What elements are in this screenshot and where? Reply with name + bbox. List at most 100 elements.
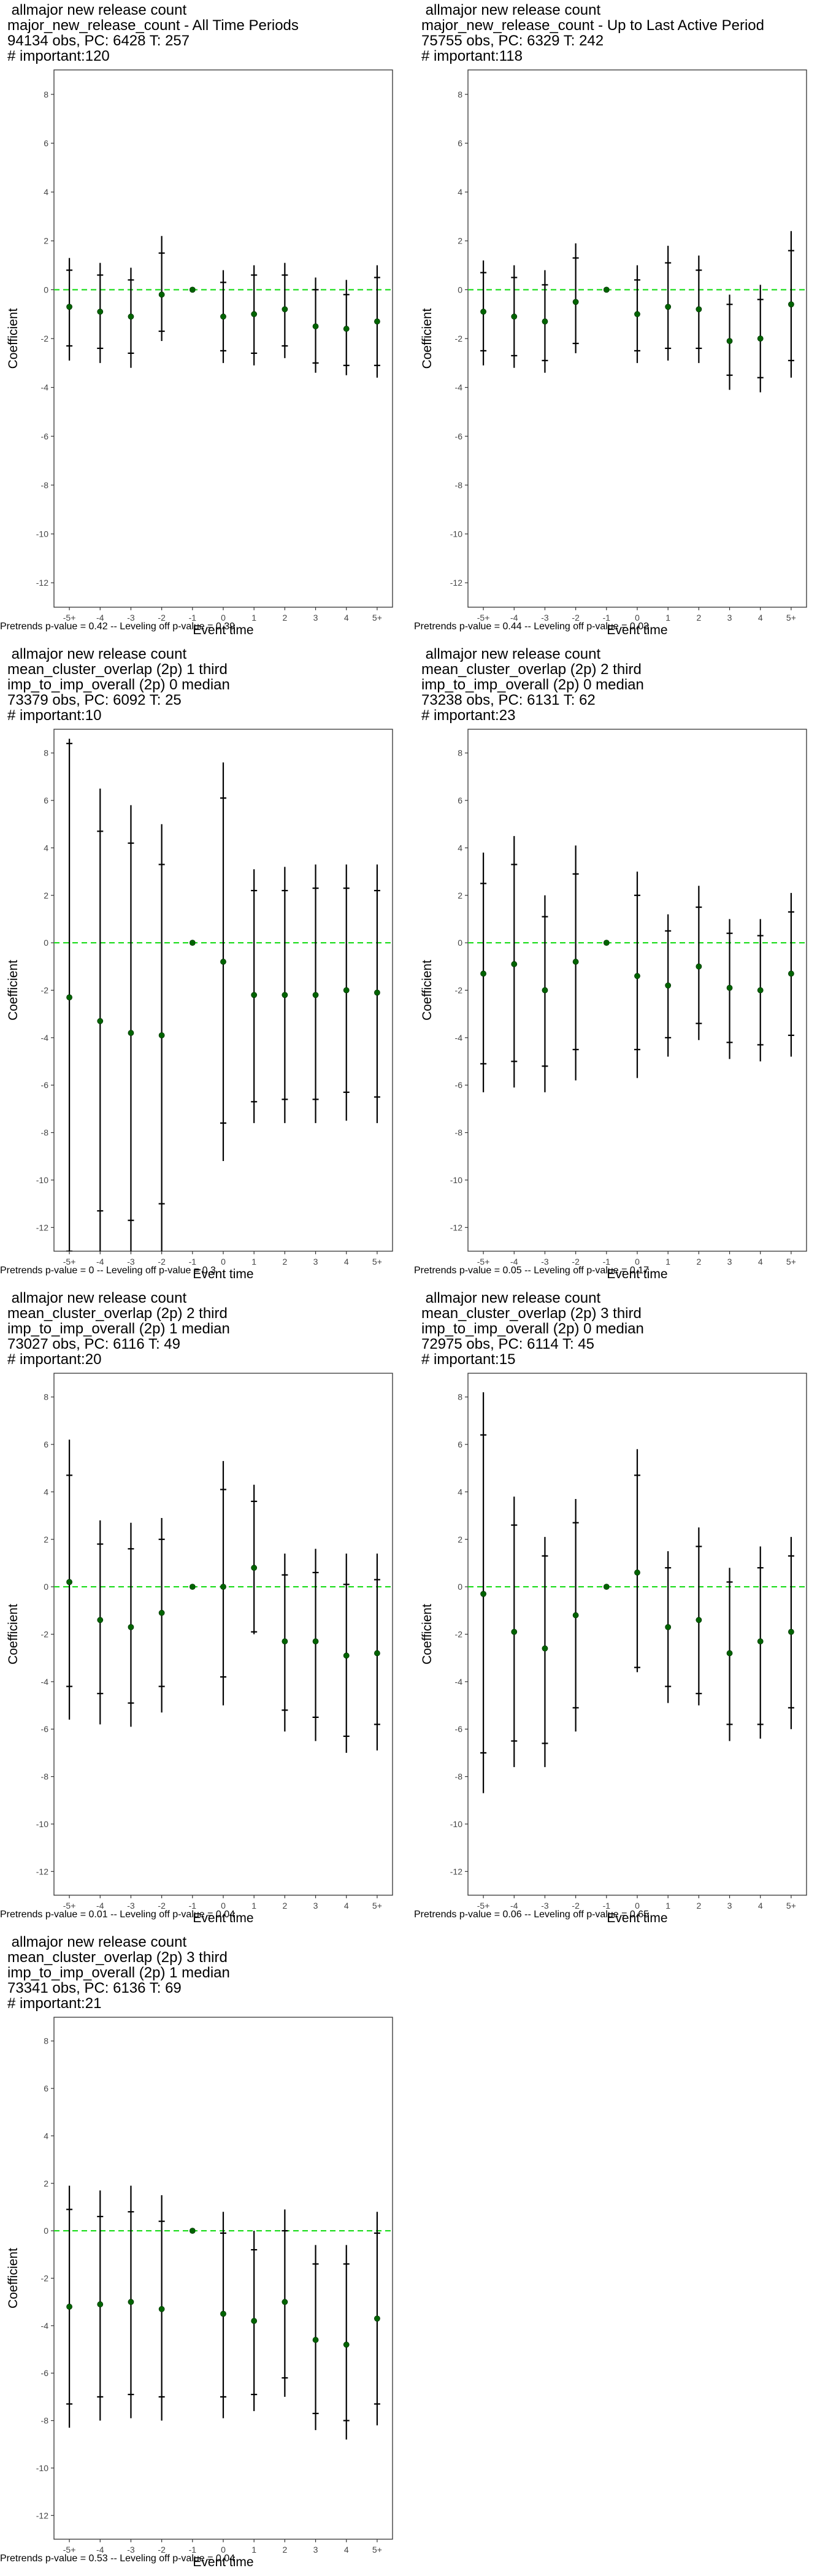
y-tick-label: 8 bbox=[44, 748, 48, 758]
data-point bbox=[220, 959, 226, 965]
data-point bbox=[696, 1617, 702, 1623]
y-axis-title: Coefficient bbox=[6, 960, 20, 1021]
chart-panel: allmajor new release count mean_cluster_o… bbox=[0, 1932, 414, 2576]
y-tick-label: -10 bbox=[450, 1819, 462, 1829]
y-tick-label: -4 bbox=[41, 1677, 49, 1687]
x-axis-title: Event time bbox=[607, 1267, 667, 1281]
x-tick-label: 0 bbox=[635, 1901, 640, 1911]
x-tick-label: -2 bbox=[158, 1901, 166, 1911]
y-tick-label: -12 bbox=[36, 1866, 48, 1876]
y-tick-label: -6 bbox=[455, 431, 463, 441]
chart-title: allmajor new release count mean_cluster_o… bbox=[7, 646, 230, 723]
y-tick-label: 6 bbox=[44, 2083, 48, 2093]
data-point bbox=[757, 987, 764, 994]
x-tick-label: 0 bbox=[635, 613, 640, 623]
chart-title-line: 73238 obs, PC: 6131 T: 62 bbox=[421, 692, 596, 708]
y-tick-label: -8 bbox=[41, 1128, 49, 1138]
series-group bbox=[468, 1392, 807, 1793]
data-point bbox=[542, 987, 548, 994]
chart-title-line: allmajor new release count bbox=[421, 646, 601, 662]
data-point bbox=[726, 1650, 733, 1657]
x-tick-label: 1 bbox=[665, 1901, 670, 1911]
data-point bbox=[128, 1623, 134, 1630]
data-point bbox=[158, 1032, 165, 1038]
x-tick-label: -2 bbox=[572, 1901, 580, 1911]
x-tick-label: 4 bbox=[344, 613, 349, 623]
y-tick-label: 2 bbox=[44, 891, 48, 900]
x-tick-label: -4 bbox=[96, 1257, 104, 1267]
data-point bbox=[757, 1638, 764, 1645]
y-tick-label: -10 bbox=[450, 529, 462, 539]
series-group bbox=[54, 738, 393, 1251]
chart-panel: allmajor new release count major_new_rele… bbox=[414, 0, 828, 644]
data-point bbox=[97, 1018, 104, 1024]
y-tick-label: 6 bbox=[44, 1439, 48, 1449]
y-tick-label: -4 bbox=[41, 2321, 49, 2331]
chart-title-line: # important:10 bbox=[7, 707, 102, 724]
y-tick-label: 8 bbox=[458, 90, 462, 99]
x-tick-label: -5+ bbox=[477, 1257, 490, 1267]
x-tick-label: 1 bbox=[665, 613, 670, 623]
x-tick-label: 2 bbox=[282, 2545, 287, 2555]
data-point bbox=[66, 1579, 72, 1585]
y-tick-label: -6 bbox=[455, 1080, 463, 1090]
y-tick-label: -2 bbox=[455, 334, 463, 343]
chart-title-line: imp_to_imp_overall (2p) 1 median bbox=[7, 1321, 230, 1337]
x-tick-label: -2 bbox=[158, 2545, 166, 2555]
data-point bbox=[343, 326, 350, 332]
x-tick-label: 5+ bbox=[372, 2545, 382, 2555]
y-tick-label: 8 bbox=[44, 2036, 48, 2046]
x-tick-label: 2 bbox=[282, 1257, 287, 1267]
data-point bbox=[572, 959, 579, 965]
data-point bbox=[542, 1645, 548, 1652]
pvalue-caption: Pretrends p-value = 0 -- Leveling off p-… bbox=[0, 1265, 216, 1276]
data-point bbox=[158, 291, 165, 298]
data-point bbox=[220, 313, 226, 320]
y-tick-label: -8 bbox=[41, 1772, 49, 1782]
data-point bbox=[312, 2337, 319, 2343]
pvalue-caption: Pretrends p-value = 0.06 -- Leveling off… bbox=[414, 1909, 650, 1920]
y-tick-label: 2 bbox=[458, 891, 462, 900]
x-tick-label: -4 bbox=[510, 1901, 518, 1911]
data-point bbox=[343, 2341, 350, 2348]
x-tick-label: 4 bbox=[758, 613, 763, 623]
data-point bbox=[511, 313, 518, 320]
x-tick-label: 1 bbox=[665, 1257, 670, 1267]
chart-title-line: 73379 obs, PC: 6092 T: 25 bbox=[7, 692, 182, 708]
y-tick-label: -2 bbox=[455, 1630, 463, 1639]
y-tick-label: -4 bbox=[455, 1033, 463, 1043]
chart-title-line: major_new_release_count - Up to Last Act… bbox=[421, 17, 764, 34]
x-tick-label: 2 bbox=[282, 613, 287, 623]
data-point bbox=[189, 940, 196, 946]
data-point bbox=[189, 2228, 196, 2234]
x-axis-title: Event time bbox=[193, 1911, 253, 1925]
y-tick-label: 6 bbox=[458, 138, 462, 148]
x-tick-label: 3 bbox=[313, 1257, 318, 1267]
data-point bbox=[343, 1652, 350, 1659]
y-tick-label: -4 bbox=[41, 1033, 49, 1043]
y-tick-label: 4 bbox=[458, 843, 462, 853]
data-point bbox=[572, 1612, 579, 1619]
chart-title-line: # important:118 bbox=[421, 48, 523, 64]
y-tick-label: 4 bbox=[44, 1487, 48, 1497]
data-point bbox=[788, 970, 794, 977]
x-tick-label: -5+ bbox=[477, 613, 490, 623]
y-tick-label: -12 bbox=[450, 578, 462, 588]
x-tick-label: 2 bbox=[696, 613, 701, 623]
y-tick-label: 4 bbox=[458, 187, 462, 197]
y-tick-label: 2 bbox=[44, 1535, 48, 1544]
y-tick-label: -6 bbox=[41, 1080, 49, 1090]
data-point bbox=[220, 1584, 226, 1590]
x-tick-label: -5+ bbox=[63, 1901, 76, 1911]
x-tick-label: 3 bbox=[727, 1901, 732, 1911]
data-point bbox=[251, 1565, 258, 1571]
data-point bbox=[634, 1570, 640, 1576]
x-tick-label: 0 bbox=[635, 1257, 640, 1267]
chart-title-line: mean_cluster_overlap (2p) 2 third bbox=[7, 1305, 228, 1322]
y-axis-title: Coefficient bbox=[420, 308, 434, 369]
y-tick-label: 0 bbox=[44, 285, 48, 294]
x-tick-label: -4 bbox=[96, 613, 104, 623]
data-point bbox=[189, 1584, 196, 1590]
